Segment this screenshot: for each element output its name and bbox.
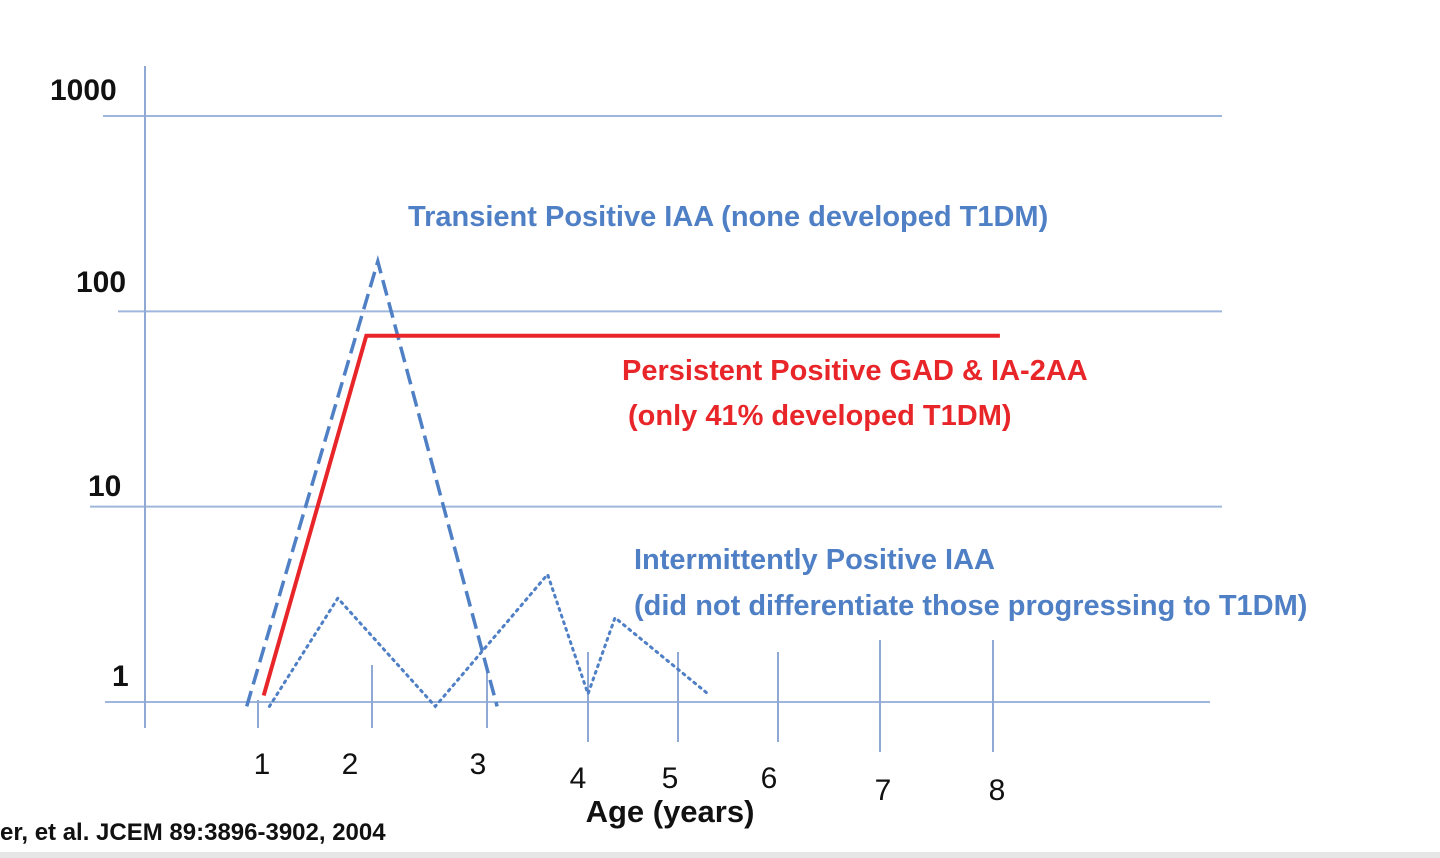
x-tick-label-1: 1 xyxy=(254,748,271,781)
x-tick-label-8: 8 xyxy=(989,774,1006,807)
annotation-intermittent-line1: Intermittently Positive IAA xyxy=(634,544,995,576)
series-persistent-gad-ia2aa xyxy=(261,333,1000,697)
x-tick-label-6: 6 xyxy=(761,762,778,795)
x-tick-label-5: 5 xyxy=(662,762,679,795)
y-tick-label-1: 1 xyxy=(112,660,129,693)
annotation-intermittent-line2: (did not differentiate those progressing… xyxy=(634,590,1307,622)
x-tick-marks xyxy=(257,640,994,752)
x-tick-label-2: 2 xyxy=(342,748,359,781)
gridlines xyxy=(90,115,1222,703)
annotations: Transient Positive IAA (none developed T… xyxy=(408,201,1307,622)
x-tick-label-3: 3 xyxy=(470,748,487,781)
x-axis-title: Age (years) xyxy=(586,794,755,829)
y-tick-label-1000: 1000 xyxy=(50,74,117,107)
y-tick-label-100: 100 xyxy=(76,266,126,299)
annotation-persistent-line2: (only 41% developed T1DM) xyxy=(628,400,1012,432)
annotation-transient: Transient Positive IAA (none developed T… xyxy=(408,201,1048,233)
bottom-border xyxy=(0,852,1440,858)
series-lines xyxy=(245,255,1000,709)
x-tick-label-7: 7 xyxy=(875,774,892,807)
x-tick-label-4: 4 xyxy=(570,762,587,795)
series-transient-iaa xyxy=(245,255,499,707)
axis-labels: 1000 100 10 1 1 2 3 4 5 6 7 8 Age (years… xyxy=(0,74,1005,846)
y-tick-label-10: 10 xyxy=(88,470,121,503)
citation: er, et al. JCEM 89:3896-3902, 2004 xyxy=(0,819,386,846)
annotation-persistent-line1: Persistent Positive GAD & IA-2AA xyxy=(622,355,1088,387)
series-intermittent-iaa xyxy=(267,571,710,709)
